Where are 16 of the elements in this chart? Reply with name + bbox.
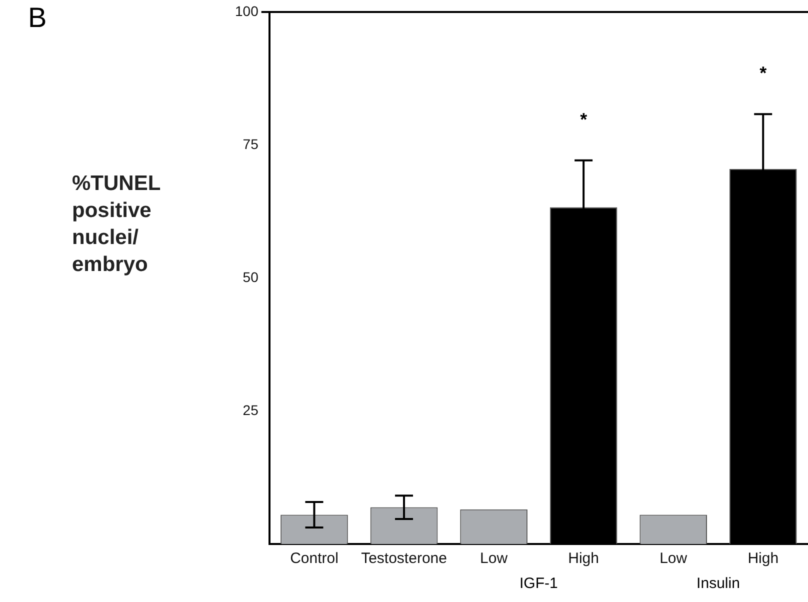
y-tick-label: 25 (242, 402, 259, 418)
annotation: * (580, 109, 588, 130)
y-tick-label: 75 (242, 136, 259, 152)
text: IGF-1 (520, 575, 558, 592)
text: Insulin (696, 575, 740, 592)
y-tick-label: 50 (242, 268, 259, 285)
x-tick-label: Low (480, 550, 508, 568)
x-tick-label: Low (660, 550, 688, 568)
x-tick-label: High (748, 550, 779, 568)
annotation: * (760, 63, 767, 84)
x-tick-label: High (568, 550, 599, 568)
x-tick-label: Control (290, 550, 338, 568)
y-tick-label: 100 (235, 2, 259, 19)
x-tick-label: Testosterone (361, 550, 447, 568)
text: B (28, 2, 47, 34)
y-axis-title: %TUNEL positive nuclei/ embryo (72, 171, 162, 278)
